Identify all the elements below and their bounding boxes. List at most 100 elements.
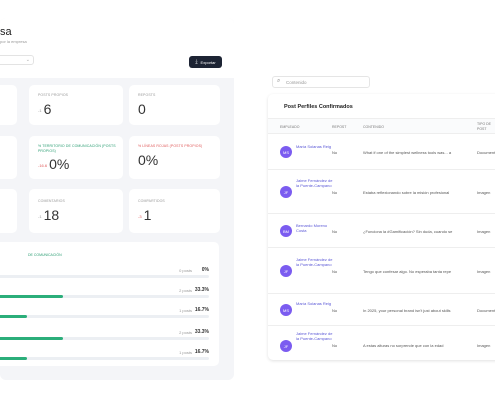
progress-fill [0,357,27,360]
distribution-row: 0 posts 0% [0,267,219,286]
table-title: Post Perfiles Confirmados [284,104,353,110]
employee-name[interactable]: María Solanas Reig [296,144,332,149]
repost-value: No [332,150,338,155]
table-header: EMPLEADO REPOST CONTENIDO TIPO DE POST [268,118,495,134]
card-value: -16.6 0% [38,156,70,172]
search-placeholder: Contenido [286,80,307,85]
progress-fill [0,337,63,340]
table-row[interactable]: JF Jaime Fernández de la Puente-Campano … [268,326,495,360]
avatar: JF [280,265,292,277]
stat-card-compartidos: COMPARTIDOS -3 1 [129,189,220,233]
progress-track [0,275,209,278]
row-percent: 33.3% [194,287,209,293]
card-value: 0% [138,152,159,168]
dashboard-header: sa por la empresa ⌄ ⤓ Exportar [0,18,234,78]
repost-value: No [332,229,338,234]
search-icon: ⌕ [277,78,281,84]
avatar: MS [280,146,292,158]
card-label: % TERRITORIO DE COMUNICACIÓN (POSTS PROP… [38,144,116,153]
stat-card-partial [0,85,17,125]
avatar: BM [280,225,292,237]
card-delta: -1 [38,107,42,113]
card-label: % LÍNEAS ROJAS (POSTS PROPIOS) [138,144,203,148]
table-row[interactable]: BM Bernardo Moreno Costa No ¿Funciona la… [268,214,495,248]
export-button[interactable]: ⤓ Exportar [189,56,222,68]
row-posts: 1 posts [179,350,192,355]
progress-track [0,357,209,360]
repost-value: No [332,269,338,274]
progress-track [0,295,209,298]
repost-value: No [332,190,338,195]
stat-card-comentarios: COMENTARIOS -1 18 [29,189,123,233]
column-header: EMPLEADO [280,125,300,129]
column-header: CONTENIDO [363,125,384,129]
post-type: Imagen [477,229,491,234]
employee-name[interactable]: Jaime Fernández de la Puente-Campano [296,331,333,341]
repost-value: No [332,308,338,313]
chevron-down-icon: ⌄ [25,57,30,63]
row-percent: 16.7% [194,307,209,313]
post-type: Imagen [477,269,491,274]
employee-name[interactable]: Bernardo Moreno Costa [296,223,328,233]
table-row[interactable]: JF Jaime Fernández de la Puente-Campano … [268,248,495,294]
stat-card-lineas-rojas: % LÍNEAS ROJAS (POSTS PROPIOS) 0% [129,136,220,179]
card-value: 0 [138,101,146,117]
card-label: POSTS PROPIOS [38,93,69,97]
stat-card-partial [0,189,17,233]
distribution-row: 2 posts 33.3% [0,287,219,306]
card-label: COMENTARIOS [38,199,65,203]
page-subtitle: por la empresa [0,39,27,44]
content-preview: In 2025, your personal brand isn't just … [363,308,451,313]
avatar: MS [280,304,292,316]
card-label: REPOSTS [138,93,156,97]
distribution-title: DE COMUNICACIÓN [28,253,62,257]
search-input[interactable]: ⌕ Contenido [272,76,370,88]
avatar: JF [280,340,292,352]
employee-name[interactable]: Jaime Fernández de la Puente-Campano [296,178,333,188]
export-label: Exportar [200,59,216,65]
card-value: -1 18 [38,207,60,223]
post-type: Imagen [477,343,491,348]
column-header: REPOST [332,125,347,129]
table-row[interactable]: JF Jaime Fernández de la Puente-Campano … [268,170,495,214]
row-percent: 33.3% [194,329,209,335]
download-icon: ⤓ [195,58,198,65]
card-delta: -16.6 [38,162,48,168]
distribution-row: 1 posts 16.7% [0,349,219,368]
card-value: -3 1 [138,207,152,223]
row-posts: 0 posts [179,268,192,273]
progress-fill [0,315,27,318]
distribution-row: 1 posts 16.7% [0,307,219,326]
post-type: Documento [477,150,495,155]
progress-track [0,337,209,340]
row-posts: 1 posts [179,308,192,313]
stat-card-partial [0,136,17,179]
employee-name[interactable]: María Solanas Reig [296,301,332,306]
post-type: Imagen [477,190,491,195]
post-type: Documento [477,308,495,313]
employee-name[interactable]: Jaime Fernández de la Puente-Campano [296,257,333,267]
progress-fill [0,295,63,298]
stat-card-territorio: % TERRITORIO DE COMUNICACIÓN (POSTS PROP… [29,136,123,179]
stat-card-posts-propios: POSTS PROPIOS -1 6 [29,85,123,125]
card-delta: -3 [138,213,142,219]
stat-card-reposts: REPOSTS 0 [129,85,220,125]
distribution-card: DE COMUNICACIÓN 0 posts 0% 2 posts 33.3%… [0,242,219,366]
row-posts: 2 posts [179,330,192,335]
posts-table-card: Post Perfiles Confirmados EMPLEADO REPOS… [268,94,495,360]
content-preview: A estas alturas no sorprende que con la … [363,343,444,348]
content-preview: What if one of the simplest wellness too… [363,150,452,155]
row-percent: 16.7% [194,349,209,355]
column-header: TIPO DE POST [477,122,492,131]
period-select[interactable]: ⌄ [0,55,34,65]
repost-value: No [332,343,338,348]
content-preview: Estaba reflexionando sobre la misión pro… [363,190,450,195]
table-row[interactable]: MS María Solanas Reig No What if one of … [268,134,495,170]
card-delta: -1 [38,213,42,219]
page-title: sa [0,26,12,38]
content-preview: ¿Funciona la #Gamificación? Sin duda, cu… [363,229,453,234]
table-row[interactable]: MS María Solanas Reig No In 2025, your p… [268,294,495,326]
avatar: JF [280,186,292,198]
card-label: COMPARTIDOS [138,199,165,203]
content-preview: Tengo que confesar algo. No esperaba tan… [363,269,452,274]
